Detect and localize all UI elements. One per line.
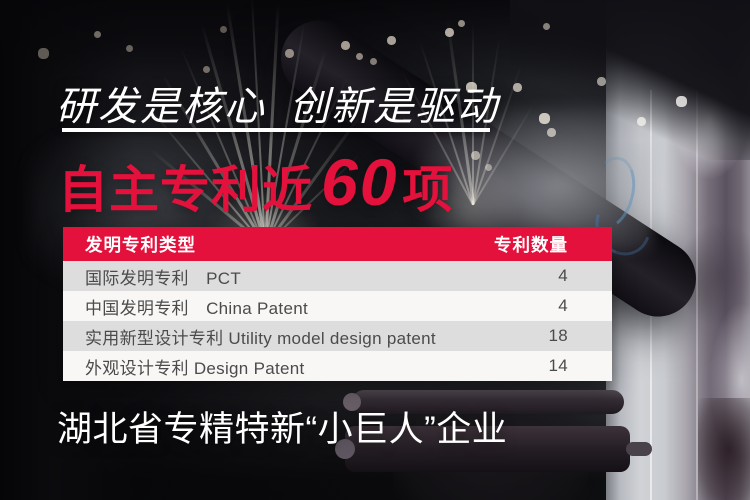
table-row: 外观设计专利 Design Patent 14 (63, 351, 612, 381)
patent-count-cell: 14 (548, 356, 568, 375)
footer-slogan: 湖北省专精特新“小巨人”企业 (57, 410, 508, 449)
machine-roller (343, 390, 624, 414)
patent-type-cell: 实用新型设计专利 Utility model design patent (85, 328, 436, 348)
patent-slogan-suffix: 项 (402, 162, 454, 218)
column-header-count: 专利数量 (494, 234, 568, 255)
column-header-type: 发明专利类型 (85, 234, 196, 255)
background-dark-patch (698, 398, 750, 500)
table-row: 实用新型设计专利 Utility model design patent 18 (63, 321, 612, 351)
spark-streak (472, 23, 474, 205)
main-heading: 研发是核心 创新是驱动 (56, 85, 500, 129)
patent-count-cell: 4 (558, 266, 568, 285)
patent-table: 发明专利类型 专利数量 国际发明专利 PCT 4 中国发明专利 China Pa… (63, 227, 612, 381)
patent-type-cell: 外观设计专利 Design Patent (85, 358, 305, 378)
machine-roller (335, 426, 652, 472)
patent-slogan-prefix: 自主专利近 (58, 162, 313, 218)
table-row: 中国发明专利 China Patent 4 (63, 291, 612, 321)
patent-slogan: 自主专利近 60 项 (58, 145, 454, 222)
machinery-frame-edge (696, 90, 698, 500)
patent-type-cell: 中国发明专利 China Patent (85, 298, 308, 318)
spark-bokeh-dots (0, 0, 3, 3)
patent-count-cell: 4 (558, 296, 568, 315)
table-row: 国际发明专利 PCT 4 (63, 261, 612, 291)
heading-underline (62, 128, 490, 132)
patent-count-cell: 18 (548, 326, 568, 345)
patent-count-number: 60 (321, 145, 399, 219)
patent-type-cell: 国际发明专利 PCT (85, 268, 241, 288)
patent-table-header: 发明专利类型 专利数量 (63, 227, 612, 261)
